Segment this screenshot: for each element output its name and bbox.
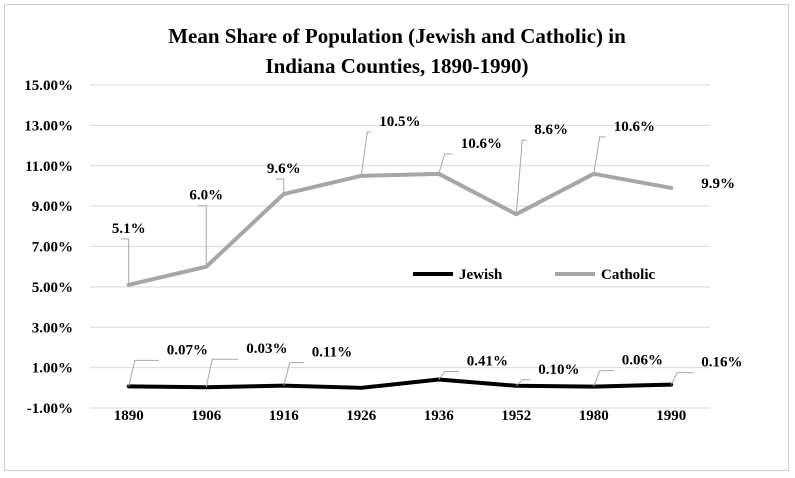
x-tick-label: 1990 [656, 408, 686, 424]
data-label-catholic: 8.6% [534, 122, 568, 138]
x-axis-ticks: 1890 1906 1916 1926 1936 1952 1980 1990 [114, 408, 687, 424]
y-tick-label: 3.00% [32, 320, 73, 336]
y-axis-ticks: 15.00% 13.00% 11.00% 9.00% 7.00% 5.00% 3.00% 1.… [24, 78, 73, 417]
leader-line [128, 359, 159, 387]
x-tick-label: 1926 [346, 408, 377, 424]
x-tick-label: 1890 [114, 408, 144, 424]
y-tick-label: 1.00% [32, 361, 73, 377]
chart-frame: Mean Share of Population (Jewish and Cat… [4, 4, 789, 471]
series-line-catholic [126, 171, 674, 287]
leader-line [360, 131, 372, 176]
y-tick-label: 15.00% [24, 78, 73, 94]
leader-line [670, 372, 694, 385]
data-label-catholic: 9.6% [267, 161, 301, 177]
leader-line [198, 205, 207, 267]
leader-line [438, 153, 453, 174]
data-label-catholic: 6.0% [189, 188, 223, 204]
y-tick-label: 11.00% [25, 159, 73, 175]
data-label-catholic: 9.9% [701, 176, 735, 192]
chart-title-line-1: Mean Share of Population (Jewish and Cat… [168, 24, 626, 48]
y-tick-label: 13.00% [24, 118, 73, 134]
x-tick-label: 1936 [424, 408, 455, 424]
leader-line [515, 139, 527, 215]
data-label-jewish: 0.10% [538, 362, 579, 378]
leader-line [515, 379, 531, 387]
data-label-jewish: 0.07% [167, 342, 208, 358]
data-label-catholic: 10.6% [461, 136, 502, 152]
data-label-jewish: 0.16% [701, 355, 742, 371]
y-tick-label: -1.00% [27, 401, 73, 417]
leader-line [593, 136, 606, 174]
chart-title-line-2: Indiana Counties, 1890-1990) [265, 54, 528, 78]
line-chart: Mean Share of Population (Jewish and Cat… [24, 24, 743, 424]
leader-line [438, 371, 459, 380]
legend-label-jewish: Jewish [459, 267, 503, 283]
series-lines [126, 171, 674, 390]
leader-line [283, 362, 304, 386]
leader-line [593, 370, 614, 387]
data-labels: 0.07% 0.03% 0.11% 0.41% 0.10% 0.06% 0.16% 5.1% 6… [112, 114, 743, 388]
data-label-jewish: 0.06% [622, 353, 663, 369]
x-tick-label: 1980 [579, 408, 609, 424]
legend: Jewish Catholic [413, 267, 656, 283]
data-label-catholic: 10.5% [379, 114, 420, 130]
data-label-jewish: 0.41% [467, 354, 508, 370]
y-tick-label: 9.00% [32, 199, 73, 215]
x-tick-label: 1952 [501, 408, 531, 424]
gridlines [90, 84, 710, 409]
data-label-catholic: 10.6% [614, 119, 655, 135]
x-tick-label: 1906 [191, 408, 222, 424]
data-label-catholic: 5.1% [112, 221, 146, 237]
series-line-jewish [126, 377, 674, 390]
data-label-jewish: 0.03% [246, 341, 287, 357]
leader-line [205, 358, 239, 388]
y-tick-label: 5.00% [32, 280, 73, 296]
data-label-jewish: 0.11% [312, 345, 352, 361]
leader-line [275, 178, 285, 195]
leader-line [120, 238, 130, 285]
x-tick-label: 1916 [269, 408, 300, 424]
legend-label-catholic: Catholic [601, 267, 656, 283]
y-tick-label: 7.00% [32, 240, 73, 256]
